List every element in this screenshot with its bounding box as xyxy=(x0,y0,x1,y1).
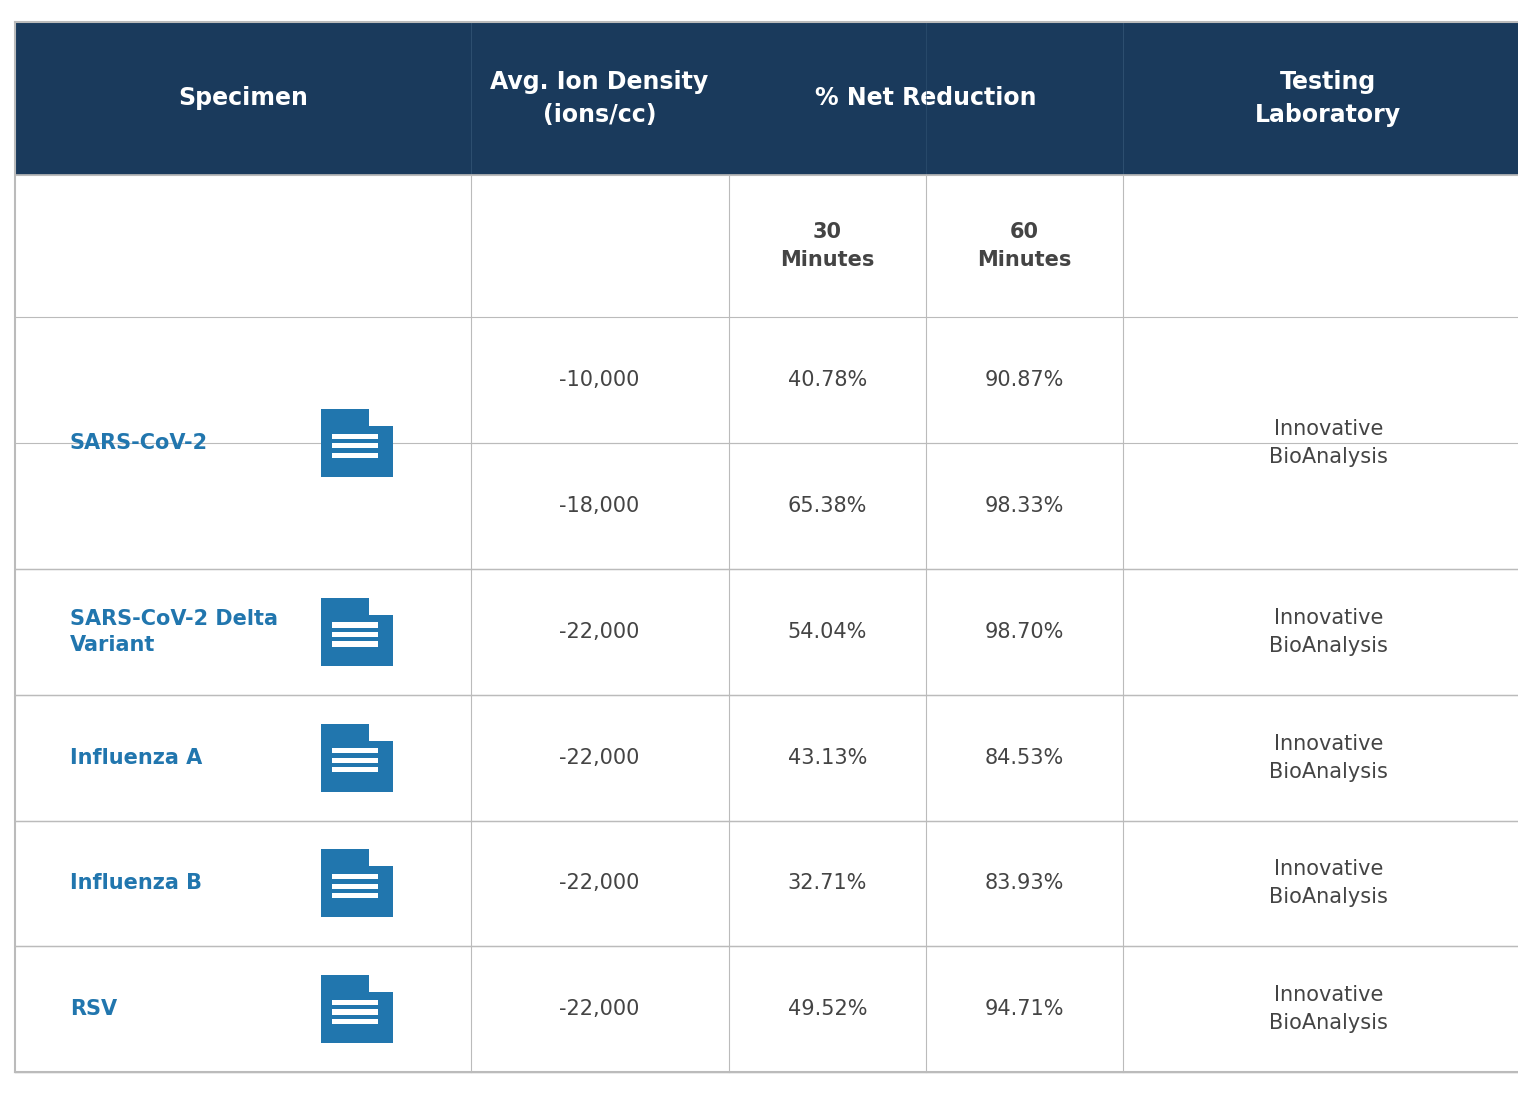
Text: 40.78%: 40.78% xyxy=(788,370,867,391)
Text: Innovative
BioAnalysis: Innovative BioAnalysis xyxy=(1269,419,1387,467)
Bar xyxy=(1123,443,1518,569)
Polygon shape xyxy=(369,849,393,866)
Polygon shape xyxy=(369,597,393,615)
Bar xyxy=(331,443,378,449)
Bar xyxy=(331,622,378,628)
Text: 60
Minutes: 60 Minutes xyxy=(978,222,1072,270)
Text: -10,000: -10,000 xyxy=(560,370,639,391)
Bar xyxy=(331,1019,378,1024)
Text: 94.71%: 94.71% xyxy=(985,999,1064,1020)
Text: 43.13%: 43.13% xyxy=(788,747,867,768)
Bar xyxy=(331,874,378,880)
Bar xyxy=(331,748,378,754)
Text: 98.70%: 98.70% xyxy=(985,621,1064,642)
Text: 98.33%: 98.33% xyxy=(985,496,1064,516)
Bar xyxy=(331,884,378,888)
Bar xyxy=(331,453,378,458)
Bar xyxy=(331,1010,378,1014)
Text: -18,000: -18,000 xyxy=(560,496,639,516)
Text: Influenza A: Influenza A xyxy=(70,747,202,768)
Bar xyxy=(320,723,393,792)
Bar xyxy=(369,597,393,615)
Polygon shape xyxy=(369,409,393,426)
Text: -22,000: -22,000 xyxy=(560,747,639,768)
Text: 30
Minutes: 30 Minutes xyxy=(780,222,874,270)
Text: Innovative
BioAnalysis: Innovative BioAnalysis xyxy=(1269,734,1387,781)
Text: -22,000: -22,000 xyxy=(560,621,639,642)
Text: 65.38%: 65.38% xyxy=(788,496,867,516)
Text: 54.04%: 54.04% xyxy=(788,621,867,642)
Bar xyxy=(15,820,1518,946)
Polygon shape xyxy=(369,975,393,992)
Text: Innovative
BioAnalysis: Innovative BioAnalysis xyxy=(1269,608,1387,655)
Bar xyxy=(320,409,393,477)
Text: 32.71%: 32.71% xyxy=(788,873,867,894)
Bar xyxy=(15,175,1518,317)
Bar xyxy=(15,946,1518,1072)
Text: Avg. Ion Density
(ions/cc): Avg. Ion Density (ions/cc) xyxy=(490,70,709,127)
Bar xyxy=(331,1000,378,1005)
Bar xyxy=(320,849,393,918)
Bar xyxy=(369,409,393,426)
Bar xyxy=(331,433,378,439)
Bar xyxy=(15,317,1518,443)
Text: SARS-CoV-2: SARS-CoV-2 xyxy=(70,433,208,453)
Text: Innovative
BioAnalysis: Innovative BioAnalysis xyxy=(1269,860,1387,907)
Polygon shape xyxy=(369,723,393,741)
Bar xyxy=(331,893,378,898)
Text: 84.53%: 84.53% xyxy=(985,747,1064,768)
Text: 83.93%: 83.93% xyxy=(985,873,1064,894)
Bar xyxy=(320,597,393,666)
Text: 49.52%: 49.52% xyxy=(788,999,867,1020)
Bar xyxy=(331,632,378,637)
Text: 90.87%: 90.87% xyxy=(985,370,1064,391)
Bar xyxy=(331,767,378,772)
Bar xyxy=(15,22,1518,175)
Bar xyxy=(15,443,1518,569)
Text: Influenza B: Influenza B xyxy=(70,873,202,894)
Text: Innovative
BioAnalysis: Innovative BioAnalysis xyxy=(1269,986,1387,1033)
Bar xyxy=(369,723,393,741)
Text: Testing
Laboratory: Testing Laboratory xyxy=(1255,70,1401,127)
Text: RSV: RSV xyxy=(70,999,117,1020)
Bar xyxy=(320,975,393,1044)
Text: Specimen: Specimen xyxy=(178,86,308,110)
Bar xyxy=(15,695,1518,820)
Text: SARS-CoV-2 Delta
Variant: SARS-CoV-2 Delta Variant xyxy=(70,609,278,654)
Bar xyxy=(331,641,378,647)
Text: % Net Reduction: % Net Reduction xyxy=(815,86,1037,110)
Bar xyxy=(369,975,393,992)
Bar xyxy=(331,758,378,763)
Bar xyxy=(369,849,393,866)
Text: -22,000: -22,000 xyxy=(560,999,639,1020)
Bar xyxy=(15,443,471,569)
Text: -22,000: -22,000 xyxy=(560,873,639,894)
Bar xyxy=(15,569,1518,695)
